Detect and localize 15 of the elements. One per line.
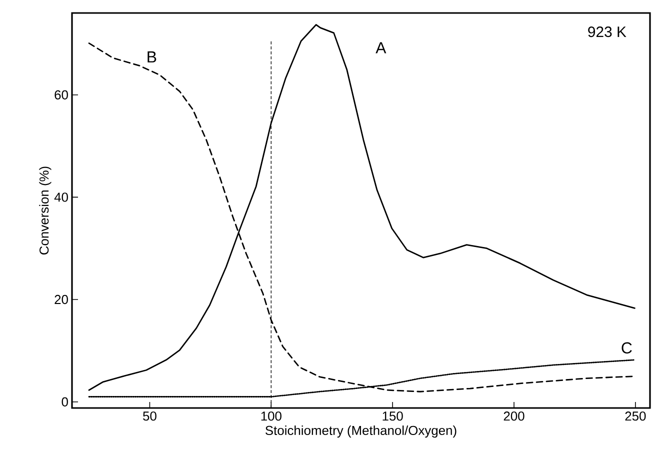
text: A [376, 42, 386, 54]
y-axis-title: Conversion (%) [39, 166, 52, 254]
y-tick-label: 40 [54, 192, 68, 202]
y-tick-label: 20 [54, 294, 68, 304]
x-tick-label: 100 [261, 412, 282, 421]
x-tick-label: 200 [504, 412, 524, 421]
x-axis-title: Stoichiometry (Methanol/Oxygen) [266, 426, 456, 438]
y-tick-label: 60 [54, 90, 68, 100]
annotation: 923 K [588, 26, 626, 38]
x-tick-label: 50 [143, 412, 156, 421]
x-tick-label: 250 [625, 412, 646, 421]
x-tick-label: 150 [382, 412, 403, 421]
series-label: B [148, 51, 156, 62]
series-label: C [622, 342, 632, 354]
y-tick-label: 0 [62, 397, 68, 406]
